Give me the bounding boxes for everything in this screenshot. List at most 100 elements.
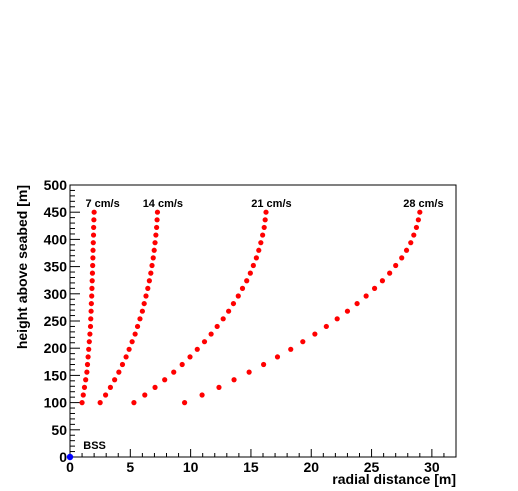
data-point: [91, 224, 97, 231]
x-tick-label: 20: [303, 459, 319, 475]
data-point: [413, 224, 420, 231]
data-point: [83, 377, 89, 383]
data-point: [90, 240, 96, 246]
data-point: [90, 232, 97, 238]
data-point: [250, 262, 256, 269]
data-point: [150, 255, 156, 261]
data-point: [334, 316, 340, 322]
data-point: [148, 270, 154, 276]
data-point: [79, 400, 85, 406]
data-point: [403, 247, 410, 253]
data-point: [129, 339, 135, 345]
data-point: [258, 240, 264, 246]
data-point: [239, 285, 246, 291]
data-point: [371, 285, 378, 291]
data-point: [154, 217, 160, 223]
data-point: [199, 392, 205, 398]
data-point: [154, 209, 161, 215]
data-point: [102, 392, 109, 398]
data-point: [116, 369, 122, 375]
data-point: [88, 300, 94, 307]
data-point: [89, 278, 95, 284]
data-point: [162, 377, 168, 383]
data-point: [87, 331, 93, 337]
data-point: [84, 361, 91, 368]
series-4: [181, 209, 423, 406]
data-point: [90, 247, 96, 253]
data-point: [151, 247, 157, 253]
data-point: [256, 247, 262, 253]
data-point: [226, 308, 232, 314]
data-point: [149, 262, 155, 269]
speed-annotation: 14 cm/s: [143, 198, 183, 210]
data-point: [194, 346, 200, 352]
data-point: [344, 308, 351, 314]
data-point: [88, 316, 94, 322]
y-axis-ticks: 0 50 100 150 200 250 300 350 400 450 500: [44, 177, 80, 465]
data-point: [253, 255, 259, 261]
y-tick-label: 50: [51, 422, 67, 438]
y-tick-label: 100: [44, 395, 68, 411]
data-point: [247, 270, 253, 276]
data-point: [84, 369, 90, 375]
y-tick-label: 0: [59, 449, 67, 465]
data-point: [387, 270, 393, 276]
data-point: [214, 323, 220, 330]
y-tick-label: 350: [44, 259, 68, 275]
y-tick-label: 400: [44, 231, 68, 247]
data-point: [354, 300, 360, 307]
data-point: [411, 232, 417, 238]
y-axis-title: height above seabed [m]: [14, 185, 30, 349]
data-point: [86, 346, 92, 352]
data-point: [132, 331, 138, 337]
data-point: [91, 209, 97, 215]
data-point: [142, 392, 148, 398]
series-points: [79, 209, 423, 406]
data-point: [112, 377, 118, 383]
data-point: [89, 270, 96, 276]
data-point: [246, 369, 252, 375]
data-point: [230, 300, 237, 307]
bss-group: BSS: [66, 440, 106, 461]
data-point: [87, 323, 94, 330]
data-point: [216, 384, 222, 390]
data-point: [187, 354, 193, 360]
x-tick-label: 30: [424, 459, 440, 475]
data-point: [119, 361, 126, 368]
y-tick-label: 250: [44, 313, 68, 329]
y-tick-label: 150: [44, 367, 68, 383]
y-tick-label: 300: [44, 286, 68, 302]
speed-annotation: 28 cm/s: [403, 198, 443, 210]
data-point: [261, 361, 267, 368]
data-point: [393, 262, 399, 269]
data-point: [146, 278, 152, 284]
data-point: [90, 255, 96, 261]
series-1: [79, 209, 97, 406]
data-point: [408, 240, 414, 246]
data-point: [262, 217, 268, 223]
x-axis-title: radial distance [m]: [332, 471, 456, 487]
data-point: [363, 293, 369, 299]
bss-point: [66, 453, 74, 461]
x-tick-label: 15: [243, 459, 259, 475]
x-tick-label: 25: [364, 459, 380, 475]
data-point: [312, 331, 318, 337]
data-point: [415, 217, 421, 223]
data-point: [89, 285, 95, 291]
data-point: [123, 354, 129, 360]
data-point: [145, 285, 151, 291]
data-point: [399, 255, 405, 261]
data-point: [263, 209, 269, 215]
y-tick-label: 500: [44, 177, 68, 193]
x-tick-label: 0: [66, 459, 74, 475]
data-point: [220, 316, 226, 322]
data-point: [143, 293, 149, 299]
speed-annotation: 21 cm/s: [251, 198, 291, 210]
data-point: [300, 339, 306, 345]
data-point: [152, 384, 158, 390]
data-point: [134, 323, 141, 330]
data-point: [126, 346, 132, 352]
data-point: [139, 308, 145, 314]
data-point: [86, 339, 92, 345]
